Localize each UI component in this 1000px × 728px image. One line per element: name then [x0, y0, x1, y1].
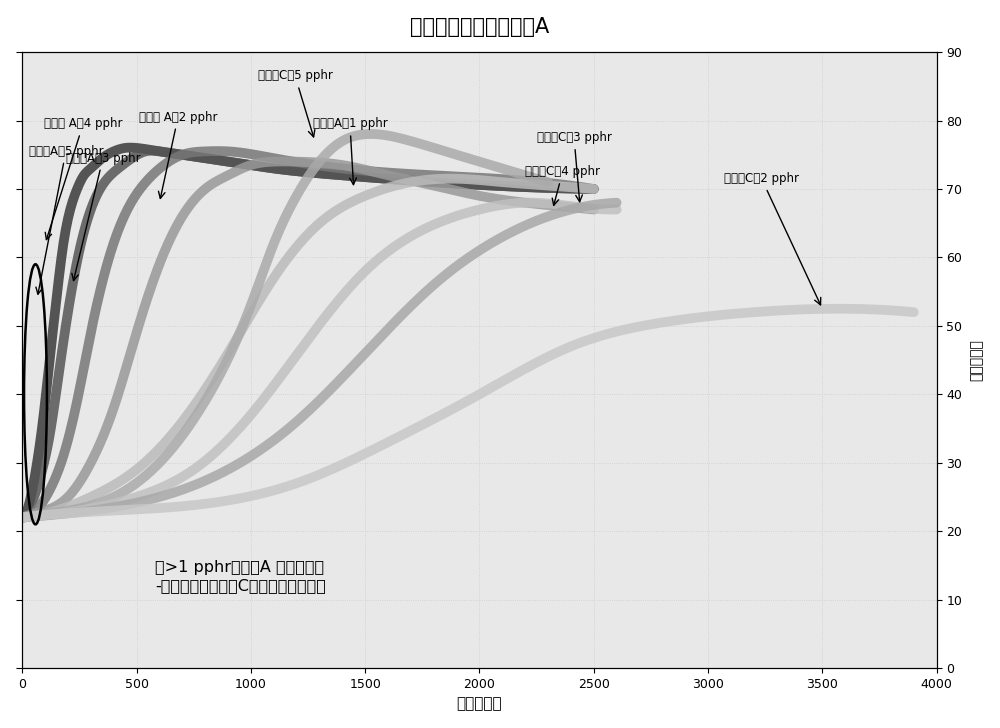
X-axis label: 时间（秒）: 时间（秒） — [457, 697, 502, 711]
Text: 催化剂 A－2 pphr: 催化剂 A－2 pphr — [139, 111, 217, 199]
Text: 在>1 pphr催化剂A 下快速放热
-使用增加的催化剂C使用水平没有发现: 在>1 pphr催化剂A 下快速放热 -使用增加的催化剂C使用水平没有发现 — [155, 561, 326, 593]
Text: 催化剂A－5 pphr: 催化剂A－5 pphr — [29, 145, 103, 294]
Title: 催化剂对比：泡沫制剂A: 催化剂对比：泡沫制剂A — [410, 17, 549, 36]
Text: 催化剂C－4 pphr: 催化剂C－4 pphr — [525, 165, 600, 205]
Text: 催化剂C－3 pphr: 催化剂C－3 pphr — [537, 131, 611, 202]
Text: 催化剂 A－4 pphr: 催化剂 A－4 pphr — [44, 117, 122, 240]
Text: 催化剂A－1 pphr: 催化剂A－1 pphr — [313, 117, 387, 185]
Y-axis label: 温度（度）: 温度（度） — [969, 339, 983, 381]
Text: 催化剂C－2 pphr: 催化剂C－2 pphr — [724, 172, 821, 305]
Text: 催化剂A－3 pphr: 催化剂A－3 pphr — [66, 151, 140, 280]
Text: 催化剂C－5 pphr: 催化剂C－5 pphr — [258, 69, 333, 137]
